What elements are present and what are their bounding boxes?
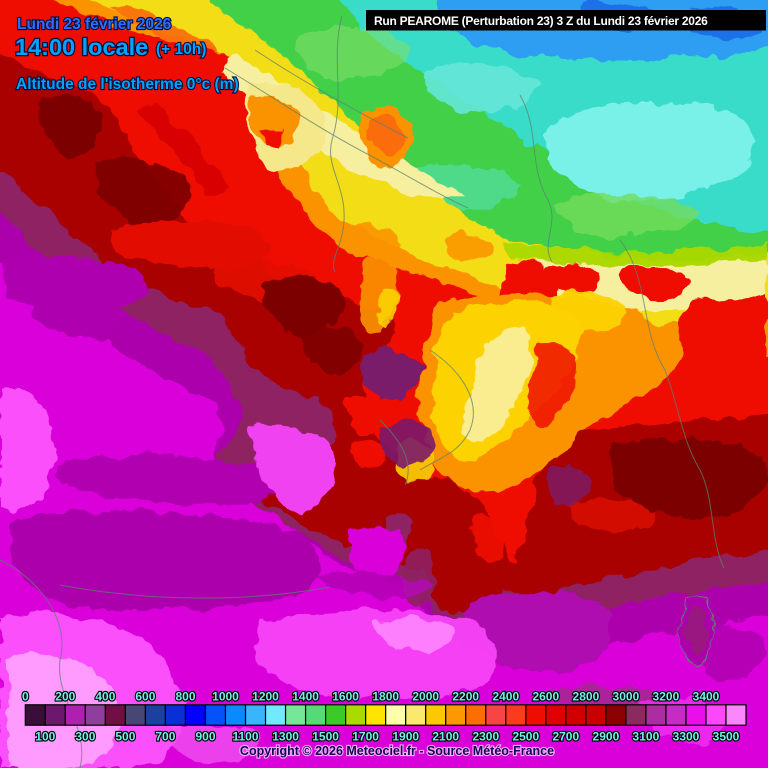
svg-text:2500: 2500 xyxy=(512,730,539,744)
svg-text:Lundi 23 février 2026: Lundi 23 février 2026 xyxy=(17,16,172,33)
svg-text:1100: 1100 xyxy=(232,730,258,744)
svg-text:3000: 3000 xyxy=(613,690,640,704)
svg-text:2100: 2100 xyxy=(432,730,459,744)
svg-text:200: 200 xyxy=(55,690,75,704)
svg-text:1800: 1800 xyxy=(372,690,399,704)
svg-text:2400: 2400 xyxy=(492,690,519,704)
svg-text:Copyright © 2026 Meteociel.fr: Copyright © 2026 Meteociel.fr - Source M… xyxy=(240,744,554,758)
svg-text:1400: 1400 xyxy=(292,690,319,704)
svg-text:3500: 3500 xyxy=(713,730,740,744)
svg-text:14:00 locale: 14:00 locale xyxy=(15,34,148,60)
svg-text:300: 300 xyxy=(75,730,95,744)
svg-text:1900: 1900 xyxy=(392,730,419,744)
svg-text:900: 900 xyxy=(195,730,215,744)
svg-text:Altitude de l'isotherme 0°c (m: Altitude de l'isotherme 0°c (m) xyxy=(16,76,239,93)
svg-text:2300: 2300 xyxy=(472,730,499,744)
svg-text:2800: 2800 xyxy=(573,690,600,704)
svg-text:100: 100 xyxy=(35,730,55,744)
svg-text:3300: 3300 xyxy=(673,730,700,744)
svg-text:600: 600 xyxy=(135,690,155,704)
svg-text:2200: 2200 xyxy=(452,690,479,704)
svg-text:1600: 1600 xyxy=(332,690,359,704)
svg-text:2900: 2900 xyxy=(593,730,620,744)
svg-text:1000: 1000 xyxy=(212,690,239,704)
svg-text:500: 500 xyxy=(115,730,135,744)
svg-text:2700: 2700 xyxy=(552,730,579,744)
svg-text:3400: 3400 xyxy=(693,690,720,704)
svg-text:800: 800 xyxy=(175,690,195,704)
svg-text:2600: 2600 xyxy=(532,690,559,704)
svg-text:0: 0 xyxy=(22,690,29,704)
svg-text:3100: 3100 xyxy=(633,730,660,744)
svg-text:1700: 1700 xyxy=(352,730,379,744)
svg-text:400: 400 xyxy=(95,690,115,704)
svg-text:1300: 1300 xyxy=(272,730,299,744)
svg-text:Run PEAROME (Perturbation 23): Run PEAROME (Perturbation 23) 3 Z du Lun… xyxy=(374,14,708,28)
svg-text:2000: 2000 xyxy=(412,690,439,704)
svg-text:1200: 1200 xyxy=(252,690,279,704)
svg-text:(+ 10h): (+ 10h) xyxy=(156,41,206,58)
svg-text:3200: 3200 xyxy=(653,690,680,704)
svg-text:1500: 1500 xyxy=(312,730,339,744)
svg-text:700: 700 xyxy=(155,730,175,744)
